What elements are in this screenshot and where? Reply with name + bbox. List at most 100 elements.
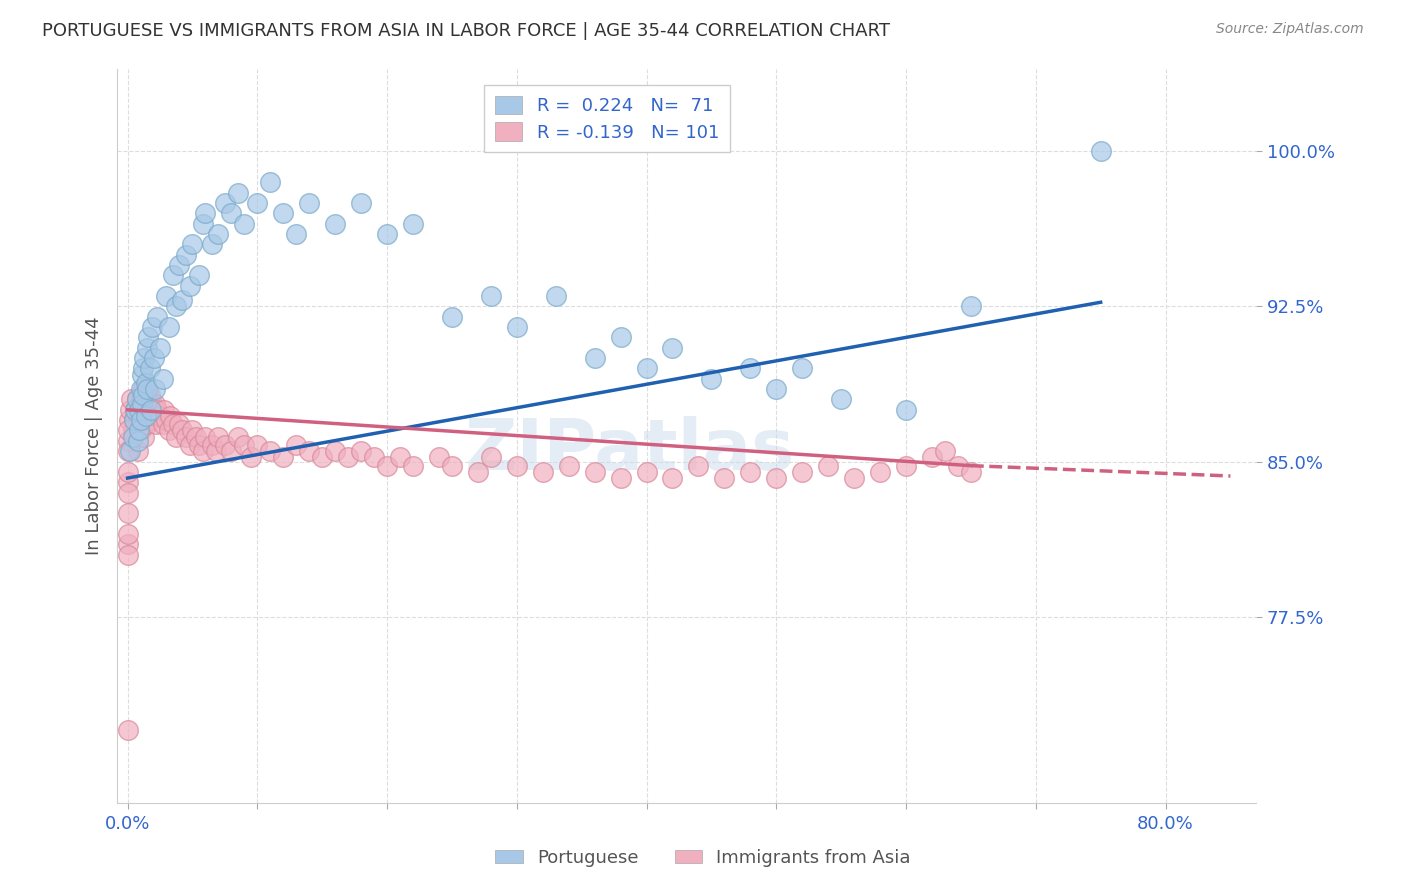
Point	[363, 450, 385, 465]
Point	[142, 351, 165, 365]
Point	[921, 450, 943, 465]
Point	[179, 438, 201, 452]
Point	[117, 548, 139, 562]
Point	[124, 402, 146, 417]
Point	[162, 268, 184, 283]
Point	[136, 330, 159, 344]
Point	[117, 537, 139, 551]
Point	[191, 217, 214, 231]
Point	[214, 438, 236, 452]
Point	[479, 289, 502, 303]
Point	[271, 450, 294, 465]
Point	[132, 413, 155, 427]
Point	[122, 413, 145, 427]
Point	[583, 351, 606, 365]
Point	[138, 361, 160, 376]
Point	[323, 444, 346, 458]
Point	[246, 438, 269, 452]
Point	[120, 402, 142, 417]
Point	[117, 475, 139, 490]
Point	[869, 465, 891, 479]
Point	[221, 444, 243, 458]
Point	[233, 438, 256, 452]
Point	[124, 402, 146, 417]
Point	[350, 444, 373, 458]
Point	[440, 310, 463, 324]
Point	[531, 465, 554, 479]
Point	[143, 382, 166, 396]
Point	[271, 206, 294, 220]
Point	[165, 299, 187, 313]
Point	[129, 424, 152, 438]
Point	[661, 341, 683, 355]
Point	[894, 458, 917, 473]
Point	[122, 413, 145, 427]
Point	[143, 396, 166, 410]
Point	[842, 471, 865, 485]
Point	[740, 361, 762, 376]
Point	[127, 444, 149, 458]
Point	[960, 465, 983, 479]
Point	[146, 310, 169, 324]
Point	[259, 175, 281, 189]
Text: PORTUGUESE VS IMMIGRANTS FROM ASIA IN LABOR FORCE | AGE 35-44 CORRELATION CHART: PORTUGUESE VS IMMIGRANTS FROM ASIA IN LA…	[42, 22, 890, 40]
Point	[187, 268, 209, 283]
Point	[323, 217, 346, 231]
Legend: R =  0.224   N=  71, R = -0.139   N= 101: R = 0.224 N= 71, R = -0.139 N= 101	[484, 85, 730, 153]
Point	[740, 465, 762, 479]
Point	[131, 396, 153, 410]
Point	[201, 438, 224, 452]
Point	[117, 444, 139, 458]
Point	[174, 248, 197, 262]
Point	[233, 217, 256, 231]
Point	[141, 396, 163, 410]
Point	[583, 465, 606, 479]
Point	[375, 458, 398, 473]
Point	[506, 458, 529, 473]
Point	[389, 450, 412, 465]
Point	[169, 258, 191, 272]
Point	[136, 417, 159, 432]
Point	[960, 299, 983, 313]
Point	[609, 330, 631, 344]
Point	[609, 471, 631, 485]
Point	[127, 413, 149, 427]
Point	[117, 485, 139, 500]
Point	[298, 196, 321, 211]
Point	[894, 402, 917, 417]
Point	[125, 392, 148, 407]
Point	[132, 388, 155, 402]
Point	[170, 424, 193, 438]
Point	[117, 434, 139, 448]
Point	[207, 430, 229, 444]
Point	[127, 434, 149, 448]
Point	[311, 450, 333, 465]
Point	[204, 444, 226, 458]
Point	[467, 465, 489, 479]
Point	[135, 402, 157, 417]
Point	[427, 450, 450, 465]
Point	[145, 417, 167, 432]
Point	[132, 382, 155, 396]
Point	[187, 438, 209, 452]
Point	[440, 458, 463, 473]
Point	[194, 206, 217, 220]
Point	[135, 376, 157, 390]
Point	[146, 402, 169, 417]
Point	[142, 409, 165, 423]
Point	[239, 450, 262, 465]
Point	[207, 227, 229, 241]
Point	[506, 320, 529, 334]
Point	[169, 417, 191, 432]
Point	[134, 396, 156, 410]
Point	[155, 413, 177, 427]
Point	[159, 409, 181, 423]
Point	[700, 372, 723, 386]
Point	[817, 458, 839, 473]
Point	[135, 409, 157, 423]
Point	[214, 196, 236, 211]
Point	[129, 392, 152, 407]
Y-axis label: In Labor Force | Age 35-44: In Labor Force | Age 35-44	[86, 317, 103, 555]
Point	[136, 388, 159, 402]
Legend: Portuguese, Immigrants from Asia: Portuguese, Immigrants from Asia	[488, 842, 918, 874]
